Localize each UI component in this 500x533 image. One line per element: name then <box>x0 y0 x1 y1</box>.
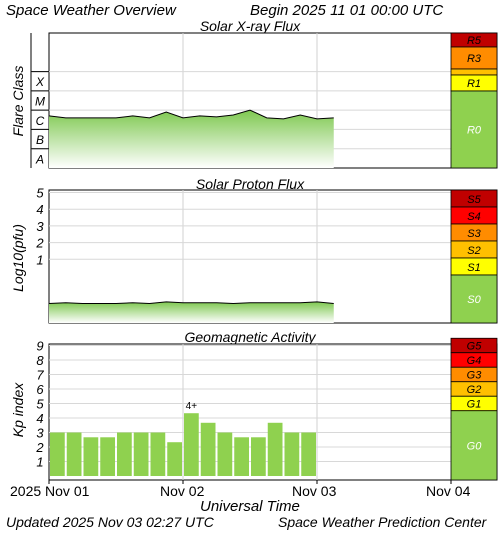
proton-ytick: 2 <box>35 236 44 251</box>
begin-time: Begin 2025 11 01 00:00 UTC <box>250 2 444 19</box>
kp-bar <box>167 442 182 476</box>
geomag-title: Geomagnetic Activity <box>184 329 316 345</box>
proton-scale-band <box>450 274 498 324</box>
kp-scale-label: G0 <box>467 440 483 452</box>
proton-ytick: 1 <box>36 252 43 267</box>
kp-ytick: 8 <box>36 353 44 368</box>
xray-scale-band <box>450 68 498 76</box>
xray-scale-label: R3 <box>467 53 482 65</box>
kp-bar <box>117 432 132 476</box>
kp-bar <box>284 432 300 476</box>
proton-scale-label: S2 <box>467 245 480 257</box>
proton-scale-label: S5 <box>467 194 481 206</box>
xray-scale-label: R1 <box>467 78 481 90</box>
kp-bar <box>251 437 266 476</box>
kp-ytick: 1 <box>36 455 43 470</box>
kp-ytick: 9 <box>36 339 43 354</box>
xtick-nov03: Nov 03 <box>292 483 337 499</box>
kp-bar <box>234 437 249 476</box>
kp-scale-band <box>450 410 498 481</box>
overview-title: Space Weather Overview <box>6 2 176 19</box>
kp-bar <box>150 432 166 476</box>
kp-bar <box>133 432 149 476</box>
kp-bar <box>83 437 99 476</box>
kp-scale-label: G5 <box>467 340 483 352</box>
kp-ytick: 5 <box>36 397 44 412</box>
kp-ytick: 4 <box>36 411 43 426</box>
proton-ytick: 5 <box>36 186 44 201</box>
kp-ytick: 2 <box>35 440 44 455</box>
xray-ytick: A <box>35 152 44 166</box>
xray-line <box>48 109 334 120</box>
proton-scale-label: S3 <box>467 228 481 240</box>
xray-ytick: B <box>36 133 44 147</box>
xray-scale-band <box>450 90 498 169</box>
kp-ytick: 7 <box>36 368 44 383</box>
proton-scale-label: S4 <box>467 211 480 223</box>
proton-line <box>48 301 334 305</box>
kp-bar <box>100 437 115 476</box>
kp-bar <box>184 413 199 476</box>
xtick-nov01: 2025 Nov 01 <box>10 483 90 499</box>
xray-ytick: C <box>36 114 45 128</box>
kp-ytick: 3 <box>36 426 44 441</box>
xtick-nov04: Nov 04 <box>426 483 471 499</box>
xray-ytick: M <box>35 95 45 109</box>
updated-time: Updated 2025 Nov 03 02:27 UTC <box>6 514 214 530</box>
xray-ytick: X <box>35 75 45 89</box>
proton-scale-label: S1 <box>467 262 480 274</box>
kp-scale-label: G4 <box>467 355 482 367</box>
xaxis-label: Universal Time <box>200 498 300 515</box>
proton-scale-label: S0 <box>467 294 481 306</box>
proton-title: Solar Proton Flux <box>195 176 305 192</box>
kp-bar <box>301 432 316 476</box>
kp-bar <box>217 432 233 476</box>
kp-bar <box>50 432 65 476</box>
proton-fill <box>49 301 334 323</box>
kp-bar <box>66 432 82 476</box>
kp-annotation: 4+ <box>186 401 198 412</box>
xtick-nov02: Nov 02 <box>160 483 205 499</box>
xray-scale-label: R0 <box>467 125 482 137</box>
kp-scale-label: G3 <box>467 369 483 381</box>
proton-ytick: 3 <box>36 219 44 234</box>
xray-title: Solar X-ray Flux <box>199 18 301 34</box>
kp-ytick: 6 <box>36 382 44 397</box>
kp-scale-label: G2 <box>467 384 482 396</box>
kp-bar <box>200 422 216 476</box>
credit-label: Space Weather Prediction Center <box>278 514 487 530</box>
xray-fill <box>49 110 334 168</box>
proton-ytick: 4 <box>36 202 43 217</box>
kp-scale-label: G1 <box>467 398 482 410</box>
xray-scale-label: R5 <box>467 35 482 47</box>
kp-bar <box>267 422 283 476</box>
